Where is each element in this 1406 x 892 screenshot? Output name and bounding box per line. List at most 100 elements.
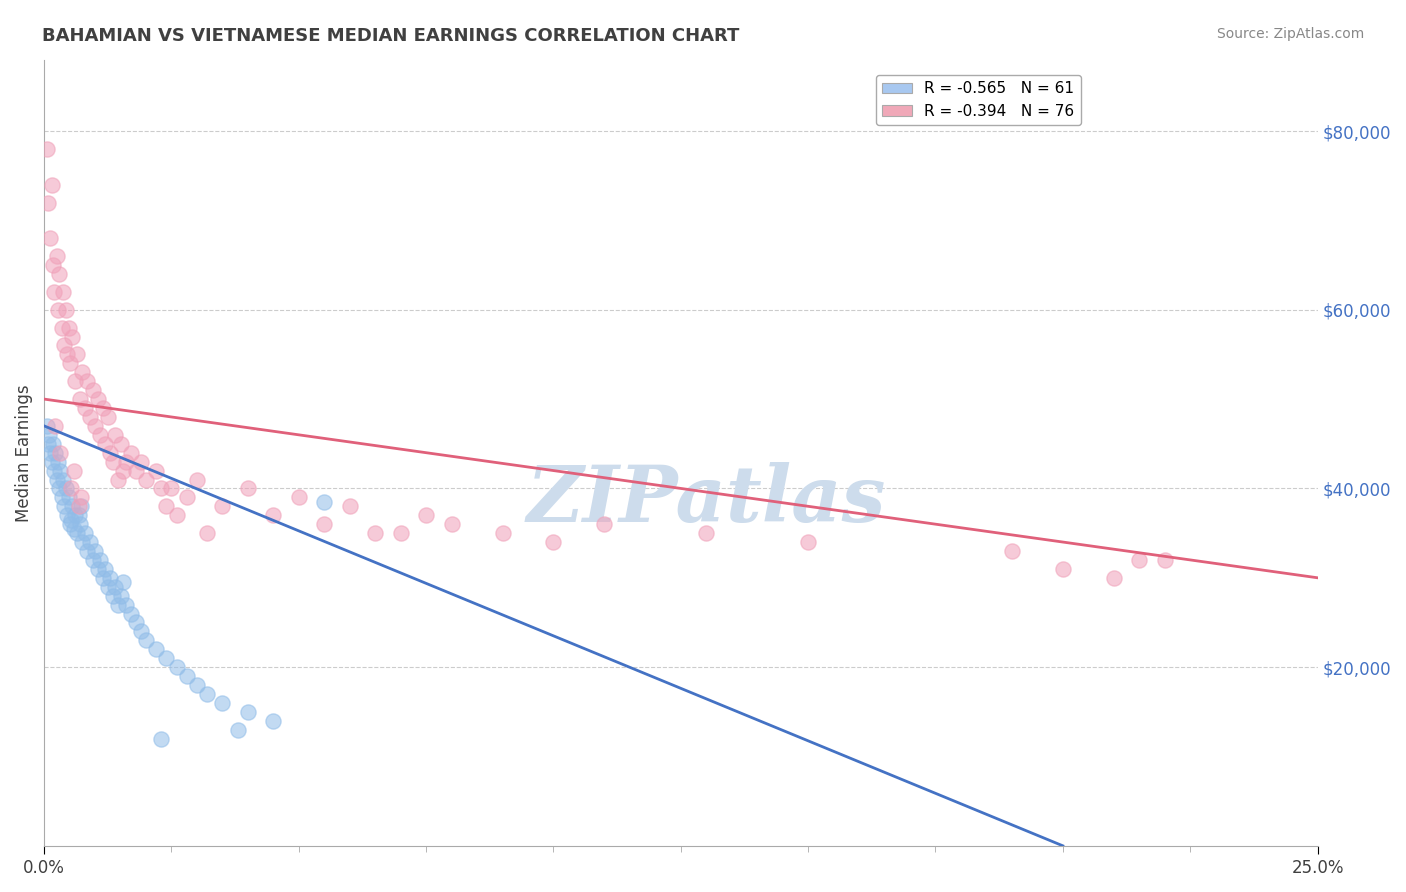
Point xyxy=(44,285,66,299)
Point xyxy=(314,517,336,532)
Point xyxy=(44,418,66,433)
Point xyxy=(415,508,437,523)
Point xyxy=(797,535,820,549)
Point xyxy=(55,482,77,496)
Point xyxy=(53,338,76,352)
Point xyxy=(45,473,67,487)
Point xyxy=(63,508,86,523)
Point xyxy=(49,464,72,478)
Point xyxy=(543,535,565,549)
Point xyxy=(66,347,89,361)
Point xyxy=(1001,544,1024,558)
Point xyxy=(66,526,89,541)
Point xyxy=(101,455,124,469)
Point xyxy=(44,446,66,460)
Point xyxy=(67,500,90,514)
Point xyxy=(48,455,70,469)
Point xyxy=(62,464,84,478)
Point xyxy=(56,347,79,361)
Point xyxy=(195,526,218,541)
Point xyxy=(58,517,80,532)
Point xyxy=(91,401,114,415)
Point xyxy=(49,446,72,460)
Point xyxy=(104,427,127,442)
Point xyxy=(155,651,177,665)
Point xyxy=(195,687,218,701)
Point xyxy=(37,195,59,210)
Point xyxy=(69,517,91,532)
Point xyxy=(67,508,90,523)
Point xyxy=(89,553,111,567)
Point xyxy=(60,500,83,514)
Point xyxy=(1128,553,1150,567)
Point xyxy=(76,544,98,558)
Point xyxy=(389,526,412,541)
Point xyxy=(73,526,96,541)
Point xyxy=(97,580,120,594)
Point xyxy=(73,401,96,415)
Point xyxy=(110,589,132,603)
Point xyxy=(114,455,136,469)
Point xyxy=(114,598,136,612)
Point xyxy=(155,500,177,514)
Point xyxy=(37,436,59,450)
Point xyxy=(226,723,249,737)
Text: ZIPatlas: ZIPatlas xyxy=(527,462,886,538)
Point xyxy=(58,491,80,505)
Point xyxy=(98,571,121,585)
Point xyxy=(60,329,83,343)
Legend: R = -0.565   N = 61, R = -0.394   N = 76: R = -0.565 N = 61, R = -0.394 N = 76 xyxy=(876,75,1081,125)
Point xyxy=(129,455,152,469)
Point xyxy=(94,436,117,450)
Point xyxy=(58,320,80,334)
Point xyxy=(125,464,148,478)
Point xyxy=(120,446,142,460)
Point xyxy=(695,526,717,541)
Point xyxy=(59,513,82,527)
Point xyxy=(48,482,70,496)
Point xyxy=(107,473,129,487)
Point xyxy=(339,500,361,514)
Point xyxy=(42,436,65,450)
Point xyxy=(79,535,101,549)
Point xyxy=(55,302,77,317)
Point xyxy=(51,320,73,334)
Point xyxy=(41,178,63,192)
Point xyxy=(76,374,98,388)
Point xyxy=(53,500,76,514)
Point xyxy=(52,285,75,299)
Point xyxy=(112,575,135,590)
Point xyxy=(89,427,111,442)
Point xyxy=(69,392,91,406)
Point xyxy=(150,482,173,496)
Point xyxy=(58,356,80,370)
Point xyxy=(135,473,157,487)
Point xyxy=(176,491,198,505)
Point xyxy=(288,491,311,505)
Text: Source: ZipAtlas.com: Source: ZipAtlas.com xyxy=(1216,27,1364,41)
Point xyxy=(107,598,129,612)
Point xyxy=(314,495,336,509)
Point xyxy=(364,526,387,541)
Point xyxy=(39,231,62,245)
Point xyxy=(166,660,188,674)
Text: BAHAMIAN VS VIETNAMESE MEDIAN EARNINGS CORRELATION CHART: BAHAMIAN VS VIETNAMESE MEDIAN EARNINGS C… xyxy=(42,27,740,45)
Point xyxy=(160,482,183,496)
Point xyxy=(59,482,82,496)
Point xyxy=(211,500,233,514)
Point xyxy=(86,392,108,406)
Point xyxy=(35,418,58,433)
Point xyxy=(97,409,120,424)
Point xyxy=(94,562,117,576)
Point xyxy=(69,491,91,505)
Point xyxy=(125,615,148,630)
Point xyxy=(150,731,173,746)
Point xyxy=(135,633,157,648)
Point xyxy=(56,508,79,523)
Point xyxy=(1153,553,1175,567)
Point xyxy=(48,302,70,317)
Point xyxy=(41,455,63,469)
Point xyxy=(186,678,208,692)
Point xyxy=(72,535,94,549)
Point xyxy=(63,374,86,388)
